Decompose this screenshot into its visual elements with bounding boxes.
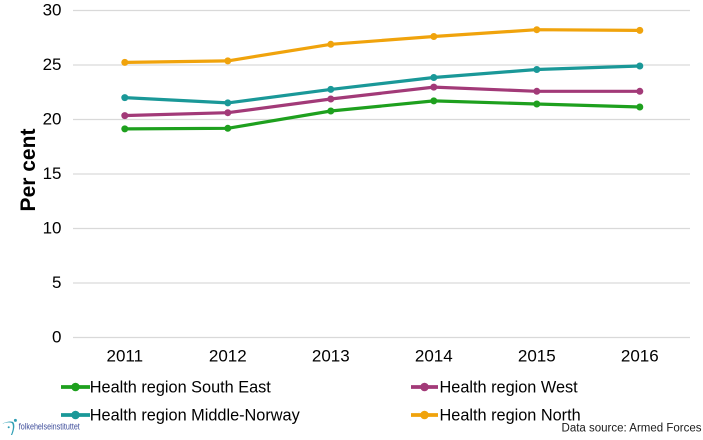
svg-text:2013: 2013 bbox=[312, 346, 350, 365]
svg-text:25: 25 bbox=[43, 55, 62, 74]
svg-text:Health region South East: Health region South East bbox=[90, 378, 271, 396]
svg-text:5: 5 bbox=[52, 273, 61, 292]
svg-text:2011: 2011 bbox=[107, 346, 144, 365]
svg-text:0: 0 bbox=[52, 328, 61, 347]
svg-text:2016: 2016 bbox=[621, 346, 659, 365]
svg-text:Data source: Armed Forces: Data source: Armed Forces bbox=[562, 423, 702, 435]
svg-text:Health region North: Health region North bbox=[440, 406, 581, 424]
svg-text:2015: 2015 bbox=[518, 346, 556, 365]
svg-text:10: 10 bbox=[43, 219, 62, 238]
svg-text:15: 15 bbox=[43, 164, 62, 183]
svg-text:2014: 2014 bbox=[415, 346, 453, 365]
svg-text:20: 20 bbox=[43, 110, 62, 129]
svg-text:Per cent: Per cent bbox=[17, 129, 40, 212]
svg-text:2012: 2012 bbox=[209, 346, 247, 365]
svg-text:Health region West: Health region West bbox=[440, 378, 579, 396]
svg-text:Health region Middle-Norway: Health region Middle-Norway bbox=[90, 406, 301, 424]
svg-text:30: 30 bbox=[43, 1, 62, 20]
svg-text:folkehelseinstituttet: folkehelseinstituttet bbox=[19, 422, 80, 433]
